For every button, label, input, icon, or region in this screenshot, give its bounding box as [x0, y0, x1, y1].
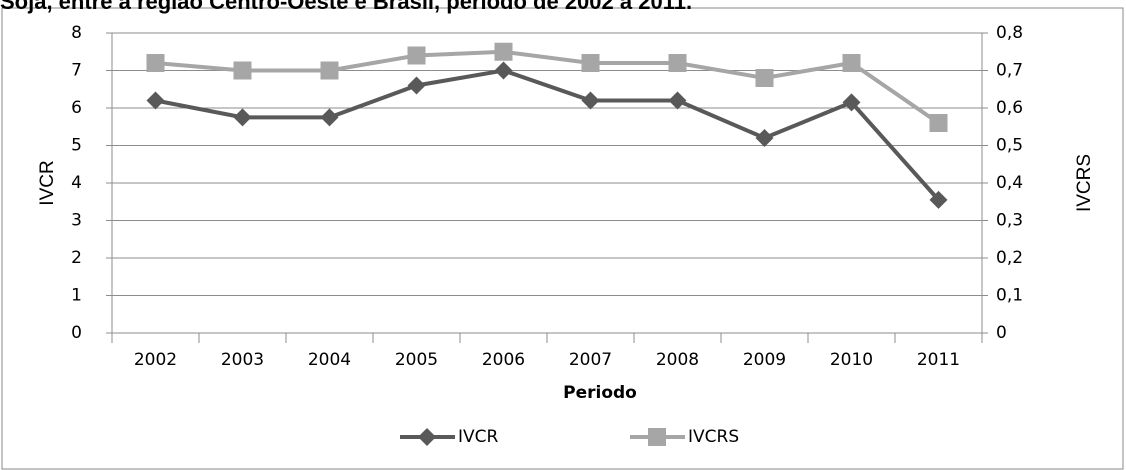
- data-point: [842, 54, 861, 72]
- legend-label: IVCR: [458, 427, 499, 447]
- x-tick-label: 2007: [569, 350, 612, 370]
- y-tick-label: 4: [71, 173, 82, 193]
- data-point: [929, 190, 948, 209]
- y-tick-label: 6: [71, 98, 82, 118]
- x-axis-label: Periodo: [563, 383, 637, 403]
- data-point: [146, 91, 165, 110]
- x-tick-label: 2010: [830, 350, 873, 370]
- data-point: [233, 108, 252, 127]
- data-point: [407, 46, 426, 65]
- series-line: [155, 49, 940, 125]
- y2-tick-label: 0,4: [996, 173, 1023, 193]
- y-axis-label: IVCR: [37, 160, 58, 205]
- y-tick-label: 5: [71, 136, 82, 156]
- x-tick-label: 2011: [917, 350, 960, 370]
- chart-title: Soja, entre a região Centro-Oeste e Bras…: [0, 0, 692, 14]
- chart-border: [1, 7, 1124, 470]
- x-tick-label: 2008: [656, 350, 699, 370]
- data-point: [668, 54, 687, 72]
- y-tick-label: 8: [71, 23, 82, 43]
- x-tick-label: 2004: [308, 350, 351, 370]
- legend-label: IVCRS: [688, 427, 739, 447]
- data-point: [320, 61, 339, 80]
- series-line: [155, 68, 940, 202]
- data-point: [581, 54, 600, 72]
- y2-tick-label: 0,7: [996, 61, 1023, 81]
- data-point: [320, 108, 339, 127]
- y2-tick-label: 0,1: [996, 286, 1023, 306]
- x-tick-label: 2006: [482, 350, 525, 370]
- y-tick-label: 0: [71, 323, 82, 343]
- data-point: [494, 42, 513, 61]
- y2-tick-label: 0,8: [996, 23, 1023, 43]
- y2-tick-label: 0,2: [996, 248, 1023, 268]
- data-point: [581, 91, 600, 110]
- data-point: [668, 91, 687, 110]
- data-point: [842, 93, 861, 112]
- y-tick-label: 3: [71, 211, 82, 231]
- data-point: [146, 54, 165, 72]
- y-tick-label: 1: [71, 286, 82, 306]
- x-tick-label: 2003: [221, 350, 264, 370]
- y2-tick-label: 0: [996, 323, 1007, 343]
- data-point: [407, 76, 426, 95]
- y2-axis-label: IVCRS: [1074, 154, 1095, 212]
- legend-marker: [648, 428, 666, 446]
- x-tick-label: 2002: [134, 350, 177, 370]
- y-tick-label: 2: [71, 248, 82, 268]
- data-point: [929, 114, 948, 132]
- y-tick-label: 7: [71, 61, 82, 81]
- data-point: [755, 69, 774, 87]
- y2-tick-label: 0,5: [996, 136, 1023, 156]
- data-point: [494, 61, 513, 80]
- x-tick-label: 2005: [395, 350, 438, 370]
- x-tick-label: 2009: [743, 350, 786, 370]
- data-point: [755, 129, 774, 147]
- data-point: [233, 61, 252, 80]
- y2-tick-label: 0,3: [996, 211, 1023, 231]
- y2-tick-label: 0,6: [996, 98, 1023, 118]
- legend-marker: [418, 428, 436, 446]
